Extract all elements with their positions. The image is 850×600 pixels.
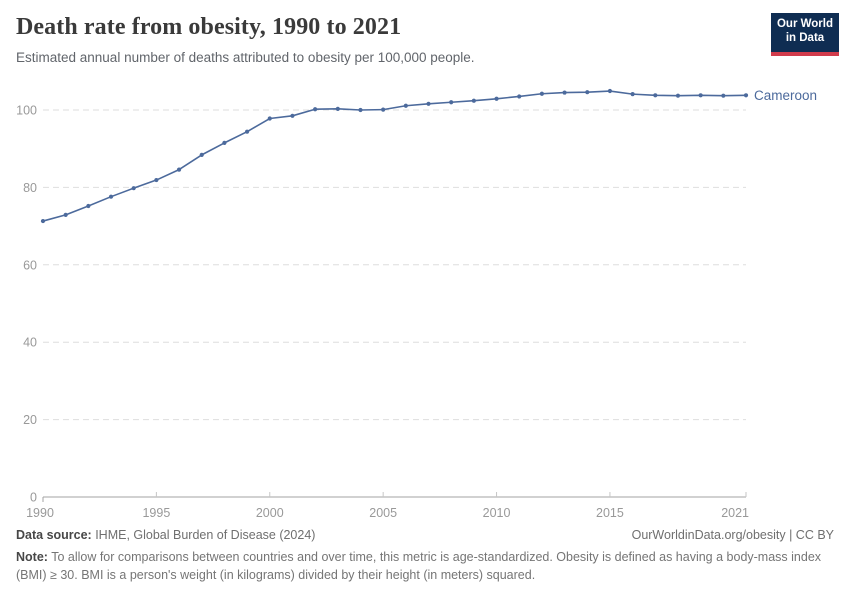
data-point-marker	[539, 91, 545, 96]
data-point-marker	[630, 92, 635, 97]
data-point-marker	[585, 90, 590, 95]
owid-license-link[interactable]: OurWorldinData.org/obesity | CC BY	[631, 528, 834, 542]
data-point-marker	[222, 140, 227, 145]
data-source-text: IHME, Global Burden of Disease (2024)	[91, 528, 316, 542]
data-point-marker	[358, 107, 363, 113]
chart-header: Death rate from obesity, 1990 to 2021 Es…	[16, 14, 754, 65]
chart-subtitle: Estimated annual number of deaths attrib…	[16, 50, 475, 65]
data-point-marker	[63, 212, 68, 217]
data-point-marker	[607, 88, 613, 94]
y-tick-label: 0	[30, 491, 37, 505]
y-tick-label: 20	[23, 413, 37, 427]
data-point-marker	[562, 90, 567, 95]
owid-logo-line1: Our World	[776, 18, 833, 30]
data-point-marker	[290, 113, 295, 118]
data-point-marker	[675, 93, 681, 98]
x-tick-label: 1990	[26, 506, 54, 520]
data-point-marker	[426, 101, 431, 106]
series-end-label: Cameroon	[754, 88, 817, 103]
x-tick-label: 1995	[142, 506, 170, 520]
data-point-marker	[199, 152, 204, 157]
data-point-marker	[313, 107, 318, 112]
x-tick-label: 2021	[721, 506, 749, 520]
data-source-label: Data source:	[16, 528, 92, 542]
data-point-marker	[154, 177, 159, 183]
y-tick-label: 80	[23, 181, 37, 195]
y-tick-label: 60	[23, 258, 37, 272]
data-point-marker	[335, 106, 340, 111]
data-point-marker	[698, 93, 703, 98]
y-tick-label: 100	[16, 104, 37, 118]
data-point-marker	[743, 93, 749, 98]
x-tick-label: 2015	[596, 506, 624, 520]
owid-logo[interactable]: Our World in Data	[771, 13, 839, 56]
chart-footer: Data source: IHME, Global Burden of Dise…	[16, 528, 834, 584]
x-tick-label: 2005	[369, 506, 397, 520]
data-point-marker	[267, 116, 272, 121]
x-tick-label: 2010	[483, 506, 511, 520]
data-point-marker	[40, 218, 46, 224]
data-point-marker	[517, 94, 522, 99]
data-point-marker	[381, 107, 386, 112]
data-point-marker	[244, 129, 250, 134]
data-point-marker	[131, 186, 136, 191]
data-point-marker	[471, 98, 476, 103]
data-point-marker	[176, 167, 182, 172]
note-label: Note:	[16, 550, 48, 564]
owid-logo-line2: in Data	[785, 32, 825, 45]
footer-row: Data source: IHME, Global Burden of Dise…	[16, 528, 834, 542]
series-line	[42, 90, 747, 222]
footer-note: Note: To allow for comparisons between c…	[16, 548, 834, 584]
note-text: To allow for comparisons between countri…	[16, 550, 822, 583]
y-tick-label: 40	[23, 336, 37, 350]
data-point-marker	[653, 93, 658, 98]
data-point-marker	[108, 194, 114, 199]
data-source-line: Data source: IHME, Global Burden of Dise…	[16, 528, 315, 542]
data-point-marker	[494, 96, 499, 101]
page-title: Death rate from obesity, 1990 to 2021	[16, 14, 402, 40]
data-point-marker	[86, 203, 91, 209]
data-point-marker	[721, 93, 726, 98]
data-point-marker	[449, 100, 454, 105]
data-point-marker	[403, 103, 408, 108]
x-tick-label: 2000	[256, 506, 284, 520]
line-chart[interactable]: 0 20 40 60 80 100 1990 1995 2000 2005 2010 2015 2021…	[0, 80, 850, 525]
